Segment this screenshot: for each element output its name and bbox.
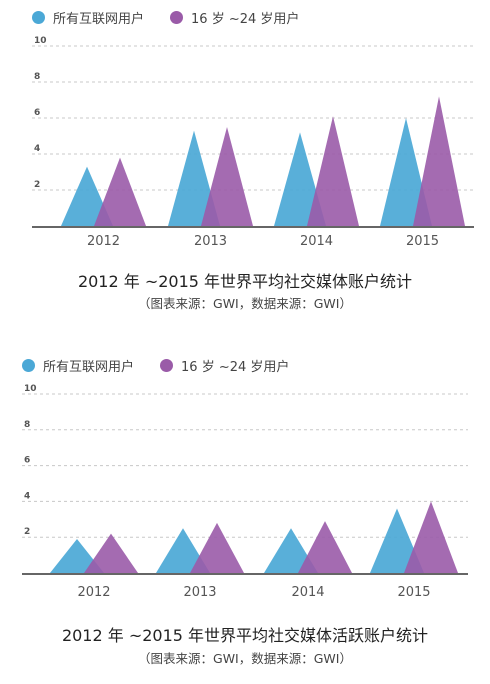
x-tick-label: 2015 [406,234,439,249]
chart-source-1: （图表来源：GWI，数据来源：GWI） [138,296,352,311]
y-tick-label: 10 [24,384,37,394]
triangle-young-users [84,533,138,573]
chart-1: 2 4 6 8 10 2012 2013 2014 2015 [32,36,474,249]
legend-item-all-users: 所有互联网用户 [22,356,134,375]
legend-item-all-users: 所有互联网用户 [32,8,144,27]
y-tick-label: 6 [24,456,30,466]
legend-label-young-users: 16 岁 ~24 岁用户 [181,360,290,375]
triangle-young-users [298,521,352,573]
triangle-young-users [190,522,244,573]
y-tick-label: 2 [24,527,30,537]
chart-2: 2 4 6 8 10 2012 2013 2014 2015 [22,384,468,600]
legend-1: 所有互联网用户 16 岁 ~24 岁用户 [32,8,325,27]
legend-dot-all-users [32,11,45,24]
legend-dot-young-users [170,11,184,24]
chart-panel-1: 所有互联网用户 16 岁 ~24 岁用户 2 4 6 8 10 2012 2013 2014 2… [0,0,490,335]
x-tick-label: 2013 [183,585,216,600]
triangle-young-users [94,157,146,226]
x-tick-label: 2012 [77,585,110,600]
x-tick-label: 2015 [397,585,430,600]
x-tick-label: 2013 [194,234,227,249]
legend-dot-young-users [160,359,174,372]
chart-panel-2: 所有互联网用户 16 岁 ~24 岁用户 2 4 6 8 10 2012 2013 2014 2… [0,350,490,684]
legend-item-young-users: 16 岁 ~24 岁用户 [160,356,289,375]
legend-label-all-users: 所有互联网用户 [43,360,135,375]
x-tick-label: 2014 [291,585,324,600]
legend-label-young-users: 16 岁 ~24 岁用户 [191,12,300,27]
x-tick-label: 2012 [87,234,120,249]
legend-item-young-users: 16 岁 ~24 岁用户 [170,8,299,27]
chart-title-1: 2012 年 ~2015 年世界平均社交媒体账户统计 [77,272,413,291]
chart-title-2: 2012 年 ~2015 年世界平均社交媒体活跃账户统计 [61,626,429,645]
y-tick-label: 4 [24,491,30,501]
x-tick-label: 2014 [300,234,333,249]
triangle-young-users [201,127,253,226]
triangle-young-users [413,96,465,227]
y-tick-label: 8 [34,72,40,82]
y-tick-label: 4 [34,144,40,154]
legend-2: 所有互联网用户 16 岁 ~24 岁用户 [22,356,315,375]
triangle-young-users [404,501,458,573]
y-tick-label: 8 [24,420,30,430]
y-tick-label: 10 [34,36,47,46]
legend-dot-all-users [22,359,35,372]
y-tick-label: 2 [34,180,40,190]
triangle-young-users [307,116,359,226]
triangle-all-users [168,130,220,226]
chart-source-2: （图表来源：GWI，数据来源：GWI） [138,651,352,666]
legend-label-all-users: 所有互联网用户 [53,12,145,27]
y-tick-label: 6 [34,108,40,118]
